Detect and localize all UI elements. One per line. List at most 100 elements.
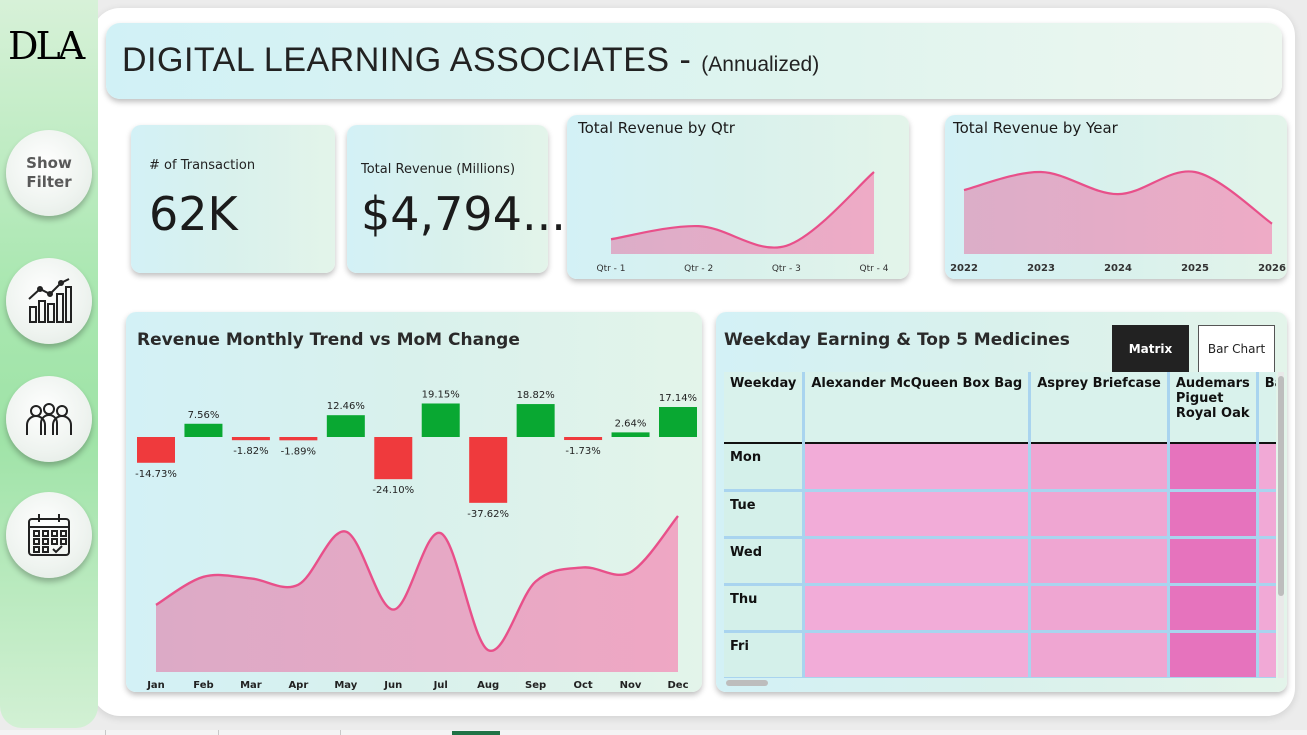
area-fill [964, 171, 1272, 254]
mom-bar [421, 403, 460, 437]
calendar-nav-button[interactable] [6, 492, 92, 578]
people-nav-button[interactable] [6, 376, 92, 462]
matrix-column-header[interactable]: Alexander McQueen Box Bag [803, 372, 1032, 443]
kpi-transactions-card: # of Transaction 62K [131, 125, 335, 273]
matrix-row: Fri [724, 631, 1276, 678]
mom-bar [516, 404, 555, 437]
area-fill [611, 172, 874, 254]
matrix-cell[interactable] [1257, 537, 1276, 586]
matrix-cell[interactable] [1257, 584, 1276, 633]
weekday-label: Mon [724, 442, 806, 492]
matrix-cell[interactable] [1168, 537, 1259, 586]
x-tick-label: 2022 [950, 263, 978, 274]
matrix-cell[interactable] [1168, 442, 1259, 492]
month-tick-label: Jan [146, 680, 165, 691]
mom-data-label: -1.82% [233, 446, 268, 457]
month-tick-label: Dec [667, 680, 688, 691]
x-tick-label: 2026 [1258, 263, 1286, 274]
kpi-transactions-value: 62K [149, 187, 238, 241]
matrix-cell[interactable] [1168, 490, 1259, 539]
mom-bar [184, 423, 223, 437]
chart-nav-button[interactable] [6, 258, 92, 344]
weekday-label: Tue [724, 490, 806, 539]
matrix-column-header[interactable]: Weekday [724, 372, 806, 443]
mom-data-label: -1.89% [281, 446, 316, 457]
mom-bar [659, 407, 697, 437]
monthly-trend-chart: -14.73% 7.56% -1.82% -1.89% 12.46% -24.10% 19.… [135, 389, 697, 691]
mom-bar [469, 437, 508, 503]
month-tick-label: Jul [433, 680, 448, 691]
kpi-revenue-card: Total Revenue (Millions) $4,794... [347, 125, 566, 273]
show-filter-button[interactable]: Show Filter [6, 130, 92, 216]
revenue-by-year-card: Total Revenue by Year 2022 2023 2024 2025 20… [945, 115, 1287, 279]
matrix-cell[interactable] [1029, 537, 1170, 586]
matrix-cell[interactable] [1168, 584, 1259, 633]
x-tick-label: Qtr - 4 [859, 264, 888, 274]
matrix-cell[interactable] [802, 490, 1032, 539]
mom-bar [326, 415, 365, 437]
tab-divider [105, 730, 106, 735]
trend-line [155, 515, 679, 652]
tab-divider [340, 730, 341, 735]
mom-bar [279, 437, 318, 441]
matrix-cell[interactable] [1029, 490, 1170, 539]
matrix-cell[interactable] [1029, 442, 1170, 492]
x-tick-label: Qtr - 2 [684, 264, 713, 274]
mom-data-label: -24.10% [372, 485, 414, 496]
calendar-icon [28, 514, 70, 556]
matrix-cell[interactable] [1257, 490, 1276, 539]
year-chart-title: Total Revenue by Year [953, 119, 1118, 137]
active-page-tab[interactable] [452, 731, 500, 735]
matrix-cell[interactable] [1029, 631, 1170, 678]
tab-divider [218, 730, 219, 735]
people-icon [26, 403, 72, 435]
matrix-cell[interactable] [802, 537, 1032, 586]
matrix-row: Wed [724, 537, 1276, 586]
matrix-cell[interactable] [802, 442, 1032, 492]
matrix-horizontal-thumb[interactable] [726, 680, 768, 686]
page-tab-strip [0, 730, 1307, 735]
title-text: DIGITAL LEARNING ASSOCIATES - [122, 41, 702, 79]
kpi-revenue-value: $4,794... [361, 187, 566, 241]
chart-icon [28, 278, 72, 323]
matrix-cell[interactable] [1257, 631, 1276, 678]
month-tick-label: Aug [477, 680, 499, 691]
matrix-cell[interactable] [1257, 442, 1276, 492]
sidebar: DLA Show Filter [0, 0, 98, 728]
mom-data-label: 19.15% [422, 389, 460, 400]
matrix-column-header[interactable]: Audemars Piguet Royal Oak [1168, 372, 1259, 443]
revenue-by-qtr-card: Total Revenue by Qtr Qtr - 1 Qtr - 2 Qtr -… [567, 115, 909, 279]
matrix-column-header[interactable]: Balenciaga [1257, 372, 1276, 443]
month-tick-label: Nov [620, 680, 642, 691]
matrix-cell[interactable] [1168, 631, 1259, 678]
x-tick-label: 2023 [1027, 263, 1055, 274]
matrix-toggle-button[interactable]: Matrix [1112, 325, 1189, 373]
matrix-row: Thu [724, 584, 1276, 633]
matrix-column-header[interactable]: Asprey Briefcase [1029, 372, 1170, 443]
report-header: DIGITAL LEARNING ASSOCIATES - (Annualize… [106, 23, 1282, 99]
matrix-horizontal-scrollbar[interactable] [724, 679, 1276, 687]
mom-data-label: -14.73% [135, 469, 177, 480]
mom-data-label: 17.14% [659, 393, 697, 404]
weekday-title: Weekday Earning & Top 5 Medicines [724, 330, 1070, 350]
matrix-cell[interactable] [802, 631, 1032, 678]
monthly-trend-title: Revenue Monthly Trend vs MoM Change [137, 330, 520, 350]
monthly-trend-card: Revenue Monthly Trend vs MoM Change -14.… [126, 312, 702, 692]
qtr-chart-title: Total Revenue by Qtr [578, 119, 735, 137]
year-area-chart: 2022 2023 2024 2025 2026 [950, 170, 1286, 274]
matrix-table: Weekday Alexander McQueen Box Bag Asprey B… [724, 372, 1276, 678]
x-tick-label: Qtr - 1 [596, 264, 625, 274]
month-tick-label: Feb [193, 680, 213, 691]
month-tick-label: May [334, 680, 357, 691]
show-filter-label: Show Filter [26, 154, 72, 191]
matrix-cell[interactable] [1029, 584, 1170, 633]
bar-chart-toggle-button[interactable]: Bar Chart [1198, 325, 1275, 373]
matrix-cell[interactable] [802, 584, 1032, 633]
mom-bar [611, 432, 650, 437]
mom-data-label: -37.62% [467, 509, 509, 520]
matrix-vertical-thumb[interactable] [1278, 376, 1284, 596]
weekday-label: Thu [724, 584, 806, 633]
logo: DLA [8, 24, 85, 68]
matrix-vertical-scrollbar[interactable] [1278, 372, 1284, 678]
month-tick-label: Apr [288, 680, 308, 691]
